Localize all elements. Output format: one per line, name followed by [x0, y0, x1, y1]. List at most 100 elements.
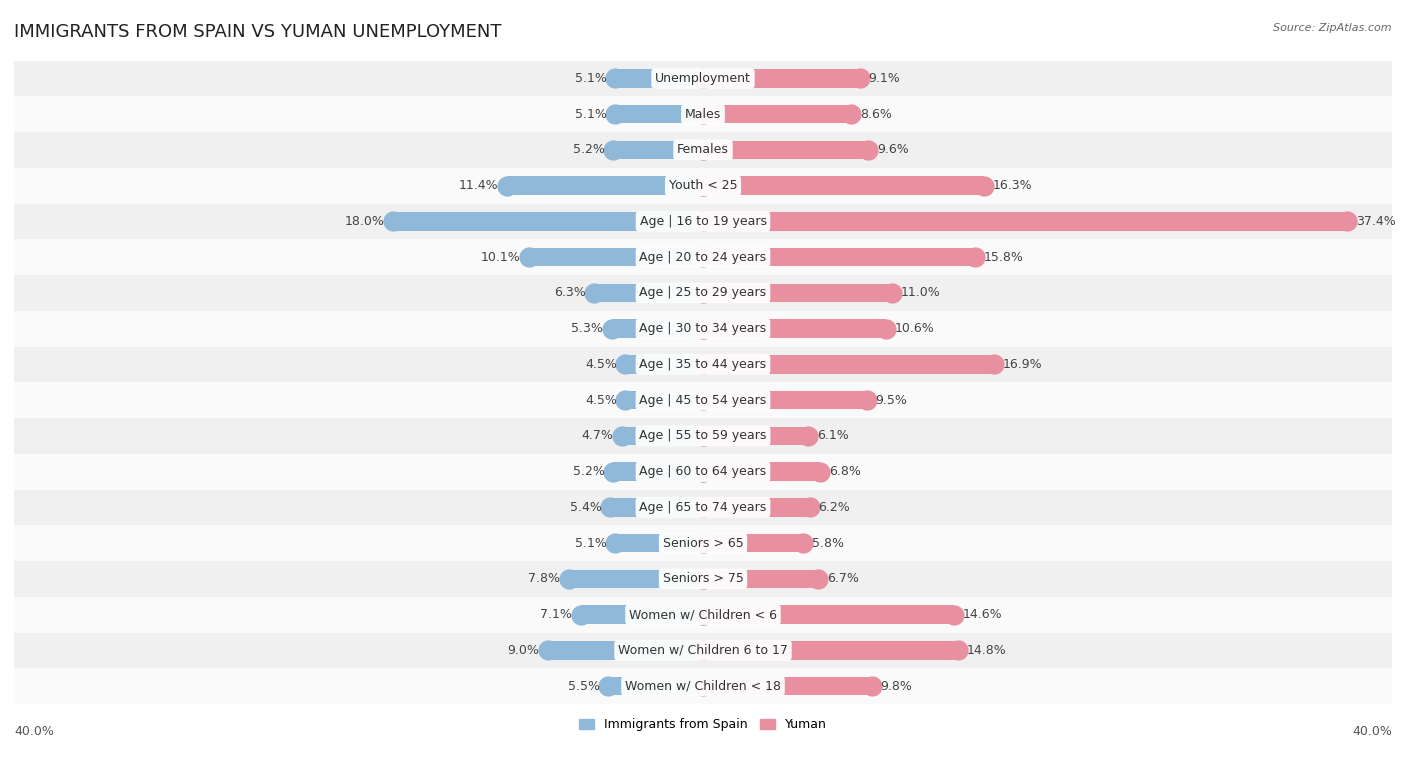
Bar: [14, 453, 1392, 490]
Bar: [595, 284, 703, 302]
Text: 5.1%: 5.1%: [575, 107, 606, 120]
Text: Source: ZipAtlas.com: Source: ZipAtlas.com: [1274, 23, 1392, 33]
Bar: [14, 525, 1392, 561]
Text: 8.6%: 8.6%: [859, 107, 891, 120]
Text: 9.1%: 9.1%: [869, 72, 900, 85]
Bar: [703, 534, 803, 553]
Text: 5.1%: 5.1%: [575, 72, 606, 85]
Text: Youth < 25: Youth < 25: [669, 179, 737, 192]
Bar: [703, 641, 957, 659]
Bar: [14, 561, 1392, 597]
Text: 5.1%: 5.1%: [575, 537, 606, 550]
Bar: [616, 534, 703, 553]
Text: Age | 20 to 24 years: Age | 20 to 24 years: [640, 251, 766, 263]
Text: 5.5%: 5.5%: [568, 680, 599, 693]
Text: 5.4%: 5.4%: [569, 501, 602, 514]
Text: Males: Males: [685, 107, 721, 120]
Text: Age | 65 to 74 years: Age | 65 to 74 years: [640, 501, 766, 514]
Text: Age | 55 to 59 years: Age | 55 to 59 years: [640, 429, 766, 442]
Bar: [14, 239, 1392, 275]
Bar: [703, 569, 818, 588]
Text: 5.3%: 5.3%: [571, 322, 603, 335]
Bar: [581, 606, 703, 624]
Text: 16.9%: 16.9%: [1002, 358, 1042, 371]
Text: Age | 45 to 54 years: Age | 45 to 54 years: [640, 394, 766, 407]
Text: Seniors > 75: Seniors > 75: [662, 572, 744, 585]
Bar: [14, 668, 1392, 704]
Bar: [703, 498, 810, 517]
Bar: [703, 69, 859, 88]
Text: 6.7%: 6.7%: [827, 572, 859, 585]
Text: 6.3%: 6.3%: [554, 286, 586, 300]
Bar: [14, 168, 1392, 204]
Bar: [14, 204, 1392, 239]
Bar: [703, 248, 976, 266]
Text: 11.0%: 11.0%: [901, 286, 941, 300]
Bar: [626, 355, 703, 374]
Text: IMMIGRANTS FROM SPAIN VS YUMAN UNEMPLOYMENT: IMMIGRANTS FROM SPAIN VS YUMAN UNEMPLOYM…: [14, 23, 502, 41]
Bar: [613, 141, 703, 159]
Legend: Immigrants from Spain, Yuman: Immigrants from Spain, Yuman: [574, 713, 832, 737]
Bar: [529, 248, 703, 266]
Bar: [703, 355, 994, 374]
Bar: [703, 176, 984, 195]
Bar: [703, 391, 866, 410]
Text: Unemployment: Unemployment: [655, 72, 751, 85]
Text: 40.0%: 40.0%: [14, 725, 53, 739]
Text: 9.5%: 9.5%: [875, 394, 907, 407]
Text: 4.5%: 4.5%: [585, 394, 617, 407]
Text: 10.6%: 10.6%: [894, 322, 934, 335]
Bar: [609, 677, 703, 696]
Bar: [703, 141, 869, 159]
Text: 4.5%: 4.5%: [585, 358, 617, 371]
Bar: [703, 463, 820, 481]
Bar: [392, 212, 703, 231]
Bar: [703, 284, 893, 302]
Text: Age | 60 to 64 years: Age | 60 to 64 years: [640, 465, 766, 478]
Bar: [703, 427, 808, 445]
Bar: [703, 319, 886, 338]
Text: 6.2%: 6.2%: [818, 501, 851, 514]
Bar: [506, 176, 703, 195]
Text: 5.8%: 5.8%: [811, 537, 844, 550]
Bar: [14, 347, 1392, 382]
Text: Seniors > 65: Seniors > 65: [662, 537, 744, 550]
Text: Age | 25 to 29 years: Age | 25 to 29 years: [640, 286, 766, 300]
Bar: [14, 490, 1392, 525]
Bar: [703, 105, 851, 123]
Bar: [612, 319, 703, 338]
Text: Age | 30 to 34 years: Age | 30 to 34 years: [640, 322, 766, 335]
Bar: [703, 212, 1347, 231]
Bar: [14, 311, 1392, 347]
Text: Females: Females: [678, 143, 728, 157]
Bar: [548, 641, 703, 659]
Text: 4.7%: 4.7%: [582, 429, 613, 442]
Text: 15.8%: 15.8%: [984, 251, 1024, 263]
Text: 40.0%: 40.0%: [1353, 725, 1392, 739]
Text: 7.8%: 7.8%: [529, 572, 560, 585]
Text: 37.4%: 37.4%: [1355, 215, 1396, 228]
Text: 6.1%: 6.1%: [817, 429, 848, 442]
Text: 9.6%: 9.6%: [877, 143, 908, 157]
Text: Women w/ Children < 6: Women w/ Children < 6: [628, 608, 778, 621]
Bar: [14, 96, 1392, 132]
Bar: [14, 61, 1392, 96]
Text: 11.4%: 11.4%: [458, 179, 498, 192]
Bar: [14, 597, 1392, 633]
Text: 16.3%: 16.3%: [993, 179, 1032, 192]
Text: 5.2%: 5.2%: [574, 465, 605, 478]
Bar: [613, 463, 703, 481]
Bar: [568, 569, 703, 588]
Bar: [616, 69, 703, 88]
Text: 10.1%: 10.1%: [481, 251, 520, 263]
Bar: [703, 677, 872, 696]
Text: 14.6%: 14.6%: [963, 608, 1002, 621]
Bar: [626, 391, 703, 410]
Text: 18.0%: 18.0%: [344, 215, 384, 228]
Text: Women w/ Children < 18: Women w/ Children < 18: [626, 680, 780, 693]
Text: 9.0%: 9.0%: [508, 644, 540, 657]
Bar: [703, 606, 955, 624]
Text: 7.1%: 7.1%: [540, 608, 572, 621]
Bar: [616, 105, 703, 123]
Text: 14.8%: 14.8%: [966, 644, 1007, 657]
